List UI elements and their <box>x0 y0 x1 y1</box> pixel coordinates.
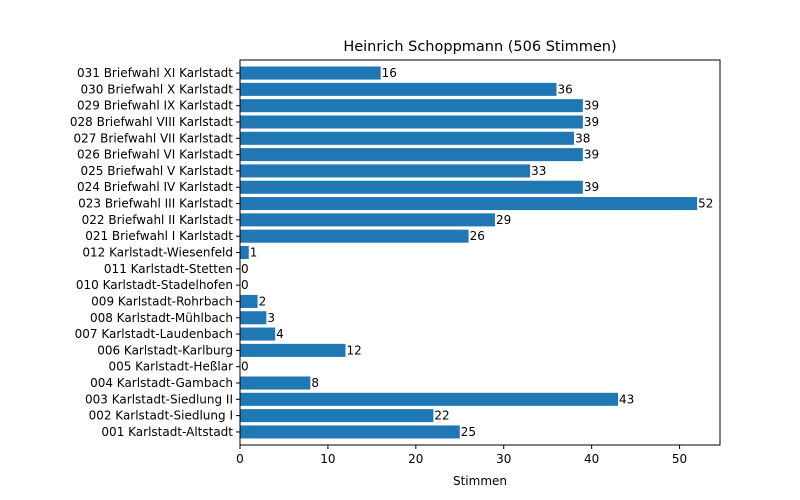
bar <box>240 392 619 406</box>
bar-value-label: 38 <box>575 131 590 145</box>
bar-value-label: 29 <box>496 213 511 227</box>
x-tick-label: 40 <box>584 452 599 466</box>
bar-value-label: 12 <box>346 343 361 357</box>
bar <box>240 99 583 113</box>
x-tick-label: 10 <box>320 452 335 466</box>
bar-value-label: 36 <box>557 82 572 96</box>
bar <box>240 82 557 96</box>
bar <box>240 343 346 357</box>
y-tick-label: 030 Briefwahl X Karlstadt <box>81 82 234 96</box>
y-tick-label: 022 Briefwahl II Karlstadt <box>82 213 234 227</box>
x-tick-label: 0 <box>236 452 244 466</box>
bar-value-label: 26 <box>470 229 485 243</box>
y-tick-label: 027 Briefwahl VII Karlstadt <box>73 131 233 145</box>
y-tick-label: 011 Karlstadt-Stetten <box>104 262 233 276</box>
bar <box>240 425 460 439</box>
bar-value-label: 2 <box>259 294 267 308</box>
bar <box>240 180 583 194</box>
bar <box>240 409 434 423</box>
plot-frame <box>239 59 721 446</box>
bar-value-label: 0 <box>241 360 249 374</box>
bar-value-label: 0 <box>241 262 249 276</box>
bar <box>240 66 381 80</box>
bar <box>240 131 575 145</box>
x-axis-label: Stimmen <box>453 474 507 488</box>
bar-value-label: 4 <box>276 327 284 341</box>
y-tick-label: 021 Briefwahl I Karlstadt <box>85 229 233 243</box>
y-tick-label: 002 Karlstadt-Siedlung I <box>89 409 233 423</box>
y-tick-label: 028 Briefwahl VIII Karlstadt <box>70 115 233 129</box>
bar <box>240 164 531 178</box>
bar-value-label: 22 <box>434 409 449 423</box>
bar-value-label: 39 <box>584 180 599 194</box>
bar <box>240 115 583 129</box>
bar <box>240 229 469 243</box>
bar <box>240 311 267 325</box>
bar-value-label: 39 <box>584 115 599 129</box>
chart-title: Heinrich Schoppmann (506 Stimmen) <box>343 39 616 55</box>
y-tick-label: 006 Karlstadt-Karlburg <box>97 343 233 357</box>
x-tick-label: 50 <box>672 452 687 466</box>
bar-value-label: 1 <box>250 246 258 260</box>
x-axis-ticks: 0 10 20 30 40 50 <box>236 445 687 466</box>
bars-group <box>240 66 698 439</box>
bar-value-label: 43 <box>619 392 634 406</box>
y-tick-label: 010 Karlstadt-Stadelhofen <box>76 278 233 292</box>
bar <box>240 294 258 308</box>
y-tick-label: 024 Briefwahl IV Karlstadt <box>77 180 233 194</box>
bar <box>240 327 276 341</box>
y-tick-label: 026 Briefwahl VI Karlstadt <box>77 148 233 162</box>
bar-value-label: 0 <box>241 278 249 292</box>
y-tick-label: 029 Briefwahl IX Karlstadt <box>77 99 233 113</box>
bar-value-label: 8 <box>311 376 319 390</box>
bar-value-label: 33 <box>531 164 546 178</box>
y-tick-label: 009 Karlstadt-Rohrbach <box>91 294 233 308</box>
bar <box>240 245 249 260</box>
y-tick-label: 023 Briefwahl III Karlstadt <box>78 197 233 211</box>
bar-value-label: 25 <box>461 425 476 439</box>
bar <box>240 148 583 162</box>
y-tick-label: 031 Briefwahl XI Karlstadt <box>77 66 233 80</box>
x-tick-label: 20 <box>408 452 423 466</box>
y-tick-label: 012 Karlstadt-Wiesenfeld <box>82 246 233 260</box>
y-tick-label: 008 Karlstadt-Mühlbach <box>90 311 233 325</box>
bar-value-label: 52 <box>698 197 713 211</box>
y-tick-label: 005 Karlstadt-Heßlar <box>108 360 233 374</box>
y-tick-label: 025 Briefwahl V Karlstadt <box>81 164 234 178</box>
bar <box>240 213 495 227</box>
y-tick-label: 007 Karlstadt-Laudenbach <box>75 327 233 341</box>
y-tick-label: 003 Karlstadt-Siedlung II <box>85 392 233 406</box>
bar <box>240 376 311 390</box>
y-tick-label: 001 Karlstadt-Altstadt <box>101 425 233 439</box>
x-tick-label: 30 <box>496 452 511 466</box>
bar-value-label: 16 <box>382 66 397 80</box>
y-tick-label: 004 Karlstadt-Gambach <box>90 376 233 390</box>
y-tick-labels: 001 Karlstadt-Altstadt 002 Karlstadt-Sied… <box>70 66 240 439</box>
bar-value-label: 39 <box>584 99 599 113</box>
bar <box>240 197 698 211</box>
bar-value-label: 39 <box>584 148 599 162</box>
bar-value-label: 3 <box>267 311 275 325</box>
